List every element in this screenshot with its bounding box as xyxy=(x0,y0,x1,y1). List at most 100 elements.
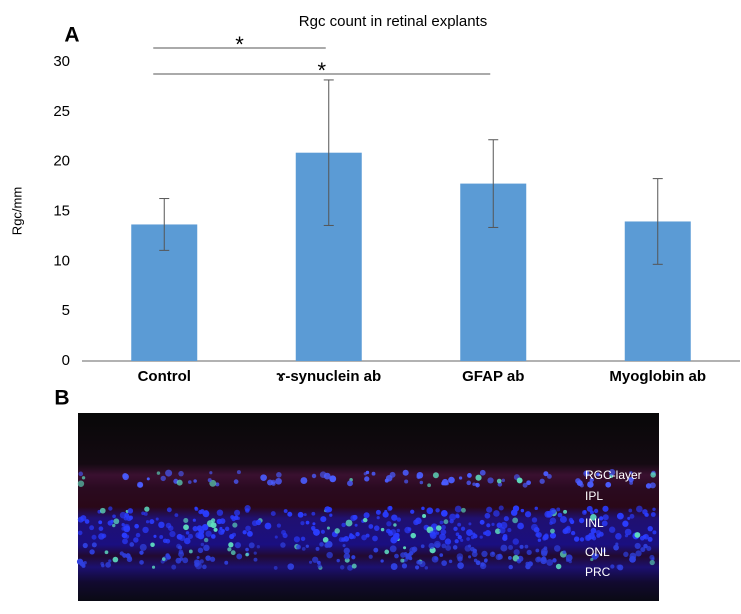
nucleus xyxy=(649,559,655,566)
nucleus xyxy=(320,516,327,523)
nucleus xyxy=(380,559,384,563)
nucleus xyxy=(404,558,408,562)
nucleus xyxy=(623,551,629,558)
nucleus xyxy=(341,522,346,528)
nucleus xyxy=(439,520,444,525)
nucleus xyxy=(591,536,597,541)
nucleus xyxy=(471,551,478,558)
nucleus xyxy=(160,475,166,482)
nucleus xyxy=(435,508,440,513)
nucleus xyxy=(441,524,446,530)
nucleus xyxy=(546,474,552,479)
nucleus xyxy=(586,505,593,512)
nucleus xyxy=(141,511,145,516)
nucleus xyxy=(176,543,182,549)
nucleus xyxy=(209,556,216,562)
nucleus xyxy=(484,530,492,537)
layer-label: ONL xyxy=(585,545,610,559)
nucleus xyxy=(199,559,204,564)
nucleus xyxy=(479,469,486,476)
nucleus xyxy=(642,509,648,515)
nucleus xyxy=(105,561,111,568)
nucleus xyxy=(276,523,281,528)
nucleus xyxy=(468,555,472,559)
nucleus xyxy=(91,542,97,548)
nucleus xyxy=(345,519,353,527)
nucleus xyxy=(229,534,235,540)
chart-title: Rgc count in retinal explants xyxy=(299,13,487,30)
nucleus xyxy=(460,538,464,542)
nucleus xyxy=(454,539,459,544)
nucleus xyxy=(119,551,124,556)
nucleus xyxy=(508,556,512,560)
nucleus xyxy=(146,477,150,481)
nucleus xyxy=(129,542,135,547)
nucleus xyxy=(473,558,478,563)
nucleus xyxy=(535,556,541,563)
nucleus xyxy=(570,530,576,536)
nucleus xyxy=(100,561,105,566)
x-tick-label: ɤ-synuclein ab xyxy=(276,368,381,385)
nucleus xyxy=(475,474,482,481)
nucleus xyxy=(508,544,514,550)
nucleus xyxy=(401,563,408,569)
nucleus xyxy=(479,562,487,570)
nucleus xyxy=(264,522,272,530)
nucleus xyxy=(549,517,557,525)
nucleus xyxy=(195,562,203,570)
nucleus xyxy=(410,509,415,514)
nucleus xyxy=(629,471,633,475)
nucleus xyxy=(453,526,458,532)
nucleus xyxy=(510,509,518,516)
nucleus xyxy=(339,565,345,570)
nucleus xyxy=(628,476,634,483)
nucleus xyxy=(385,474,393,482)
nucleus xyxy=(634,542,641,550)
y-tick-label: 25 xyxy=(53,103,70,120)
nucleus xyxy=(210,534,216,539)
nucleus xyxy=(188,549,193,554)
nucleus xyxy=(466,480,472,486)
nucleus xyxy=(351,555,356,560)
nucleus xyxy=(403,551,408,556)
nucleus xyxy=(301,547,306,551)
nucleus xyxy=(373,547,379,553)
nucleus xyxy=(427,483,431,488)
nucleus xyxy=(305,520,310,525)
nucleus xyxy=(550,528,555,534)
nucleus xyxy=(176,479,183,486)
nucleus xyxy=(435,531,440,535)
layer-label: IPL xyxy=(585,489,603,503)
nucleus xyxy=(555,563,562,570)
nucleus xyxy=(245,525,251,532)
nucleus xyxy=(608,526,616,533)
nucleus xyxy=(579,483,584,488)
nucleus xyxy=(319,542,324,547)
nucleus xyxy=(479,535,483,539)
nucleus xyxy=(364,476,370,482)
nucleus xyxy=(349,532,353,536)
nucleus xyxy=(89,549,95,555)
nucleus xyxy=(300,477,308,485)
nucleus xyxy=(336,558,340,563)
nucleus xyxy=(324,506,331,513)
nucleus xyxy=(635,550,642,557)
nucleus xyxy=(98,526,104,531)
nucleus xyxy=(324,542,330,548)
nucleus xyxy=(303,513,307,517)
nucleus xyxy=(583,470,590,477)
nucleus xyxy=(159,535,164,539)
nucleus xyxy=(144,506,150,512)
nucleus xyxy=(312,556,319,563)
nucleus xyxy=(443,519,449,525)
nucleus xyxy=(539,478,545,484)
nucleus xyxy=(610,564,615,569)
nucleus xyxy=(454,505,462,513)
nucleus xyxy=(486,506,493,513)
nucleus xyxy=(245,547,249,552)
nucleus xyxy=(280,542,286,548)
nucleus xyxy=(498,505,504,511)
nucleus xyxy=(394,553,399,559)
nucleus xyxy=(522,482,528,488)
